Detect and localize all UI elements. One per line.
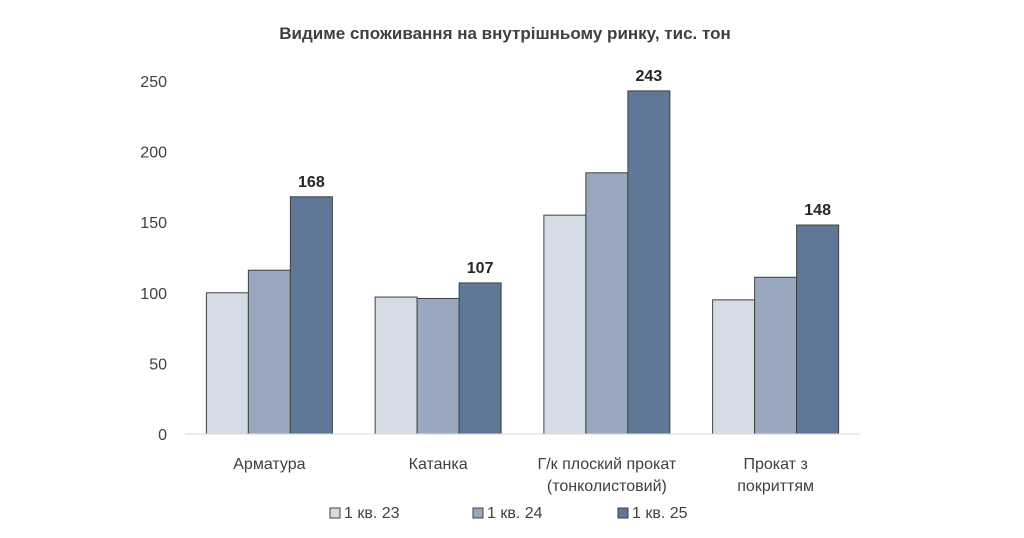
category-label: Катанка <box>409 456 468 473</box>
category-label: Прокат з <box>743 456 807 473</box>
bar <box>374 296 418 435</box>
data-label: 168 <box>298 174 325 191</box>
y-tick-label: 250 <box>140 74 167 91</box>
x-axis-categories: Арматура Катанка Г/к плоский прокат (тонкол… <box>233 456 814 495</box>
y-tick-label: 0 <box>158 427 167 444</box>
category-label: Арматура <box>233 456 305 473</box>
bar <box>416 297 460 435</box>
legend-label: 1 кв. 24 <box>487 505 543 522</box>
legend-swatch <box>329 507 341 519</box>
y-tick-label: 150 <box>140 215 167 232</box>
legend-swatch <box>617 507 629 519</box>
chart-title: Видиме споживання на внутрішньому ринку,… <box>279 24 730 43</box>
bar <box>754 276 798 435</box>
y-tick-label: 200 <box>140 145 167 162</box>
bar <box>289 196 333 435</box>
y-tick-label: 100 <box>140 286 167 303</box>
y-axis: 0 50 100 150 200 250 <box>140 74 167 444</box>
category-label: (тонколистовий) <box>547 478 667 495</box>
legend: 1 кв. 23 1 кв. 24 1 кв. 25 <box>329 505 688 522</box>
bar <box>712 299 756 435</box>
y-tick-label: 50 <box>149 356 167 373</box>
data-label: 243 <box>636 68 663 85</box>
bar <box>543 214 587 435</box>
bar <box>458 282 502 435</box>
bar <box>796 224 840 435</box>
data-label: 148 <box>804 202 831 219</box>
bar <box>627 90 671 435</box>
category-label: Г/к плоский прокат <box>538 456 677 473</box>
bar <box>585 172 629 435</box>
legend-label: 1 кв. 23 <box>344 505 400 522</box>
legend-label: 1 кв. 25 <box>632 505 688 522</box>
bars-group: 168 107 243 148 <box>205 68 840 435</box>
bar <box>205 292 249 435</box>
data-label: 107 <box>467 260 494 277</box>
legend-swatch <box>472 507 484 519</box>
category-label: покриттям <box>737 478 814 495</box>
bar <box>247 269 291 435</box>
